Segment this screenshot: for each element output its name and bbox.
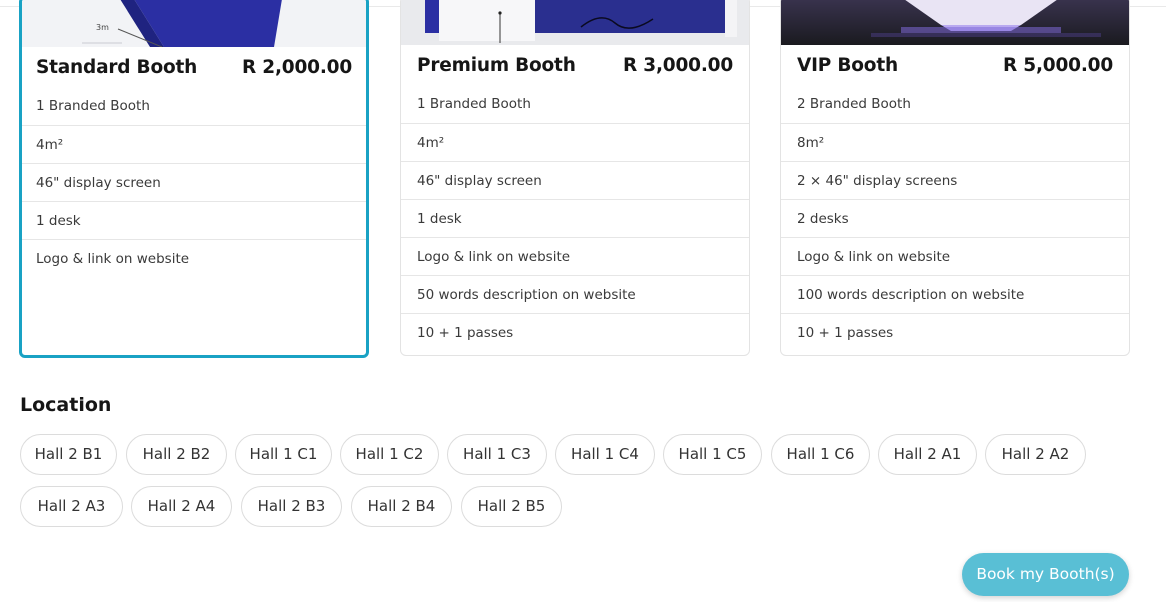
hall-chip[interactable]: Hall 2 B5: [461, 486, 562, 527]
feature-item: 1 Branded Booth: [417, 96, 531, 112]
hall-chip[interactable]: Hall 1 C2: [340, 434, 439, 475]
feature-item: 2 Branded Booth: [797, 96, 911, 112]
hall-chip[interactable]: Hall 1 C4: [555, 434, 655, 475]
feature-item: 2 × 46" display screens: [781, 161, 1129, 199]
feature-item: 50 words description on website: [401, 275, 749, 313]
booth-card-vip[interactable]: VIP Booth R 5,000.00 2 Branded Booth 8m²…: [780, 0, 1130, 356]
hall-chip[interactable]: Hall 1 C1: [235, 434, 332, 475]
feature-item: Logo & link on website: [781, 237, 1129, 275]
feature-item: 46" display screen: [22, 163, 366, 201]
hall-chip[interactable]: Hall 1 C6: [771, 434, 870, 475]
feature-item: 1 desk: [22, 201, 366, 239]
booth-name: Standard Booth: [36, 56, 198, 78]
hall-chip[interactable]: Hall 1 C5: [663, 434, 762, 475]
feature-item: 1 desk: [401, 199, 749, 237]
feature-list: 2 Branded Booth 8m² 2 × 46" display scre…: [781, 85, 1129, 351]
booth-header: Standard Booth R 2,000.00: [22, 47, 366, 87]
location-title: Location: [20, 394, 112, 416]
hall-chip[interactable]: Hall 2 B4: [351, 486, 452, 527]
booth-header: VIP Booth R 5,000.00: [781, 45, 1129, 85]
booth-image: 3m: [22, 0, 366, 47]
feature-item: 2 desks: [781, 199, 1129, 237]
feature-item: 4m²: [22, 125, 366, 163]
booth-name: Premium Booth: [417, 54, 576, 76]
booth-image: [401, 0, 749, 45]
hall-chip[interactable]: Hall 2 B2: [126, 434, 227, 475]
booth-header: Premium Booth R 3,000.00: [401, 45, 749, 85]
feature-item: 1 Branded Booth: [36, 98, 150, 114]
feature-item: 10 + 1 passes: [781, 313, 1129, 351]
booth-card-premium[interactable]: Premium Booth R 3,000.00 1 Branded Booth…: [400, 0, 750, 356]
feature-item: Logo & link on website: [401, 237, 749, 275]
feature-item: 100 words description on website: [781, 275, 1129, 313]
booth-price: R 2,000.00: [242, 56, 352, 78]
hall-chip[interactable]: Hall 2 A2: [985, 434, 1086, 475]
booth-card-standard[interactable]: 3m Standard Booth R 2,000.00 1 Branded B…: [19, 0, 369, 358]
hall-chip[interactable]: Hall 2 B1: [20, 434, 117, 475]
hall-chip[interactable]: Hall 2 A3: [20, 486, 123, 527]
booth-image: [781, 0, 1129, 45]
dimension-label: 3m: [96, 23, 109, 32]
feature-item: 8m²: [781, 123, 1129, 161]
feature-list: 1 Branded Booth 4m² 46" display screen 1…: [22, 87, 366, 277]
hall-chip[interactable]: Hall 2 B3: [241, 486, 342, 527]
booth-price: R 3,000.00: [623, 54, 733, 76]
book-booths-button[interactable]: Book my Booth(s): [962, 553, 1129, 596]
booth-name: VIP Booth: [797, 54, 898, 76]
hall-chip[interactable]: Hall 2 A4: [131, 486, 232, 527]
feature-list: 1 Branded Booth 4m² 46" display screen 1…: [401, 85, 749, 351]
booth-price: R 5,000.00: [1003, 54, 1113, 76]
hall-chip[interactable]: Hall 1 C3: [447, 434, 547, 475]
feature-item: Logo & link on website: [22, 239, 366, 277]
feature-item: 46" display screen: [401, 161, 749, 199]
hall-chip[interactable]: Hall 2 A1: [878, 434, 977, 475]
feature-item: 10 + 1 passes: [401, 313, 749, 351]
feature-item: 4m²: [401, 123, 749, 161]
